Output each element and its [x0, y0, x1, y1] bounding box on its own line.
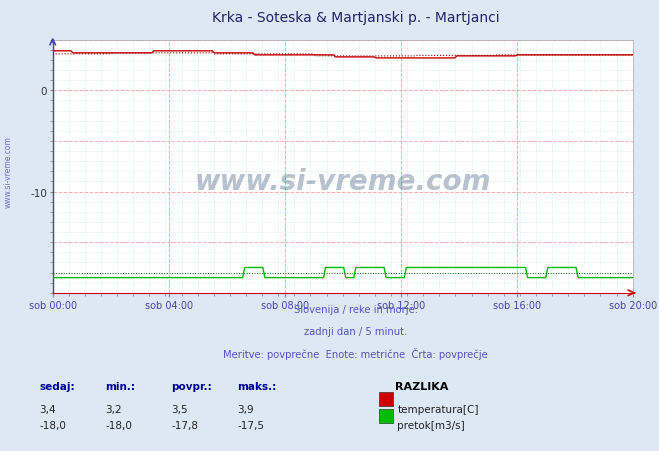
Text: povpr.:: povpr.: [171, 381, 212, 391]
Text: temperatura[C]: temperatura[C] [397, 404, 479, 414]
Text: RAZLIKA: RAZLIKA [395, 381, 449, 391]
Text: 3,2: 3,2 [105, 404, 122, 414]
Text: min.:: min.: [105, 381, 136, 391]
Text: zadnji dan / 5 minut.: zadnji dan / 5 minut. [304, 326, 407, 336]
Text: 3,4: 3,4 [40, 404, 56, 414]
Text: -17,5: -17,5 [237, 420, 264, 430]
Text: maks.:: maks.: [237, 381, 277, 391]
Text: -18,0: -18,0 [105, 420, 132, 430]
Text: -17,8: -17,8 [171, 420, 198, 430]
Text: pretok[m3/s]: pretok[m3/s] [397, 420, 465, 430]
Text: Slovenija / reke in morje.: Slovenija / reke in morje. [294, 304, 418, 314]
Text: -18,0: -18,0 [40, 420, 67, 430]
Text: www.si-vreme.com: www.si-vreme.com [194, 168, 491, 196]
Text: 3,9: 3,9 [237, 404, 254, 414]
Text: sedaj:: sedaj: [40, 381, 75, 391]
Text: www.si-vreme.com: www.si-vreme.com [3, 135, 13, 207]
Text: Krka - Soteska & Martjanski p. - Martjanci: Krka - Soteska & Martjanski p. - Martjan… [212, 11, 500, 25]
Text: Meritve: povprečne  Enote: metrične  Črta: povprečje: Meritve: povprečne Enote: metrične Črta:… [223, 348, 488, 360]
Text: 3,5: 3,5 [171, 404, 188, 414]
